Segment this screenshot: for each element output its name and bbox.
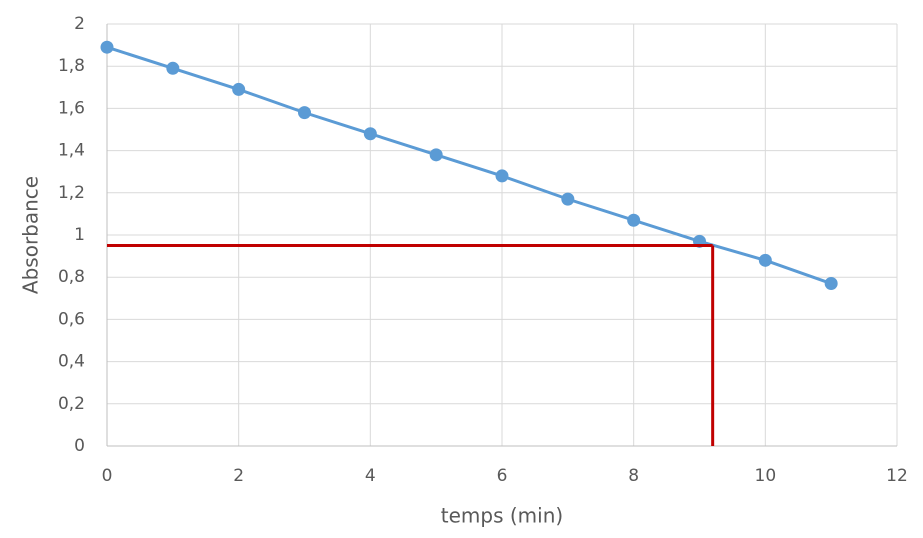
data-point [758, 253, 772, 267]
y-tick-label: 1,2 [58, 183, 85, 203]
y-tick-label: 0,2 [58, 394, 85, 414]
data-point [100, 40, 114, 54]
data-point [363, 127, 377, 141]
y-tick-label: 0 [74, 436, 85, 456]
y-tick-label: 0,8 [58, 267, 85, 287]
data-point [298, 106, 311, 120]
x-tick-label: 4 [365, 466, 376, 486]
y-tick-label: 0,4 [58, 352, 85, 372]
y-tick-label: 2 [74, 14, 85, 34]
data-point [824, 277, 838, 291]
x-tick-label: 0 [102, 466, 113, 486]
x-tick-label: 10 [755, 466, 777, 486]
data-point [166, 61, 180, 75]
x-tick-label: 12 [886, 466, 908, 486]
y-tick-label: 1,6 [58, 98, 85, 118]
data-line [106, 45, 832, 285]
data-point [429, 148, 443, 162]
data-point [561, 192, 575, 206]
y-tick-label: 1,8 [58, 56, 85, 76]
y-tick-label: 1,4 [58, 141, 85, 161]
data-point [232, 82, 246, 96]
y-tick-label: 1 [74, 225, 85, 245]
y-tick-label: 0,6 [58, 309, 85, 329]
x-tick-label: 6 [497, 466, 508, 486]
data-point [627, 213, 641, 227]
data-point [495, 169, 509, 183]
x-axis-label: temps (min) [441, 504, 563, 528]
x-tick-label: 2 [233, 466, 244, 486]
y-axis-label: Absorbance [19, 176, 43, 294]
x-tick-label: 8 [628, 466, 639, 486]
